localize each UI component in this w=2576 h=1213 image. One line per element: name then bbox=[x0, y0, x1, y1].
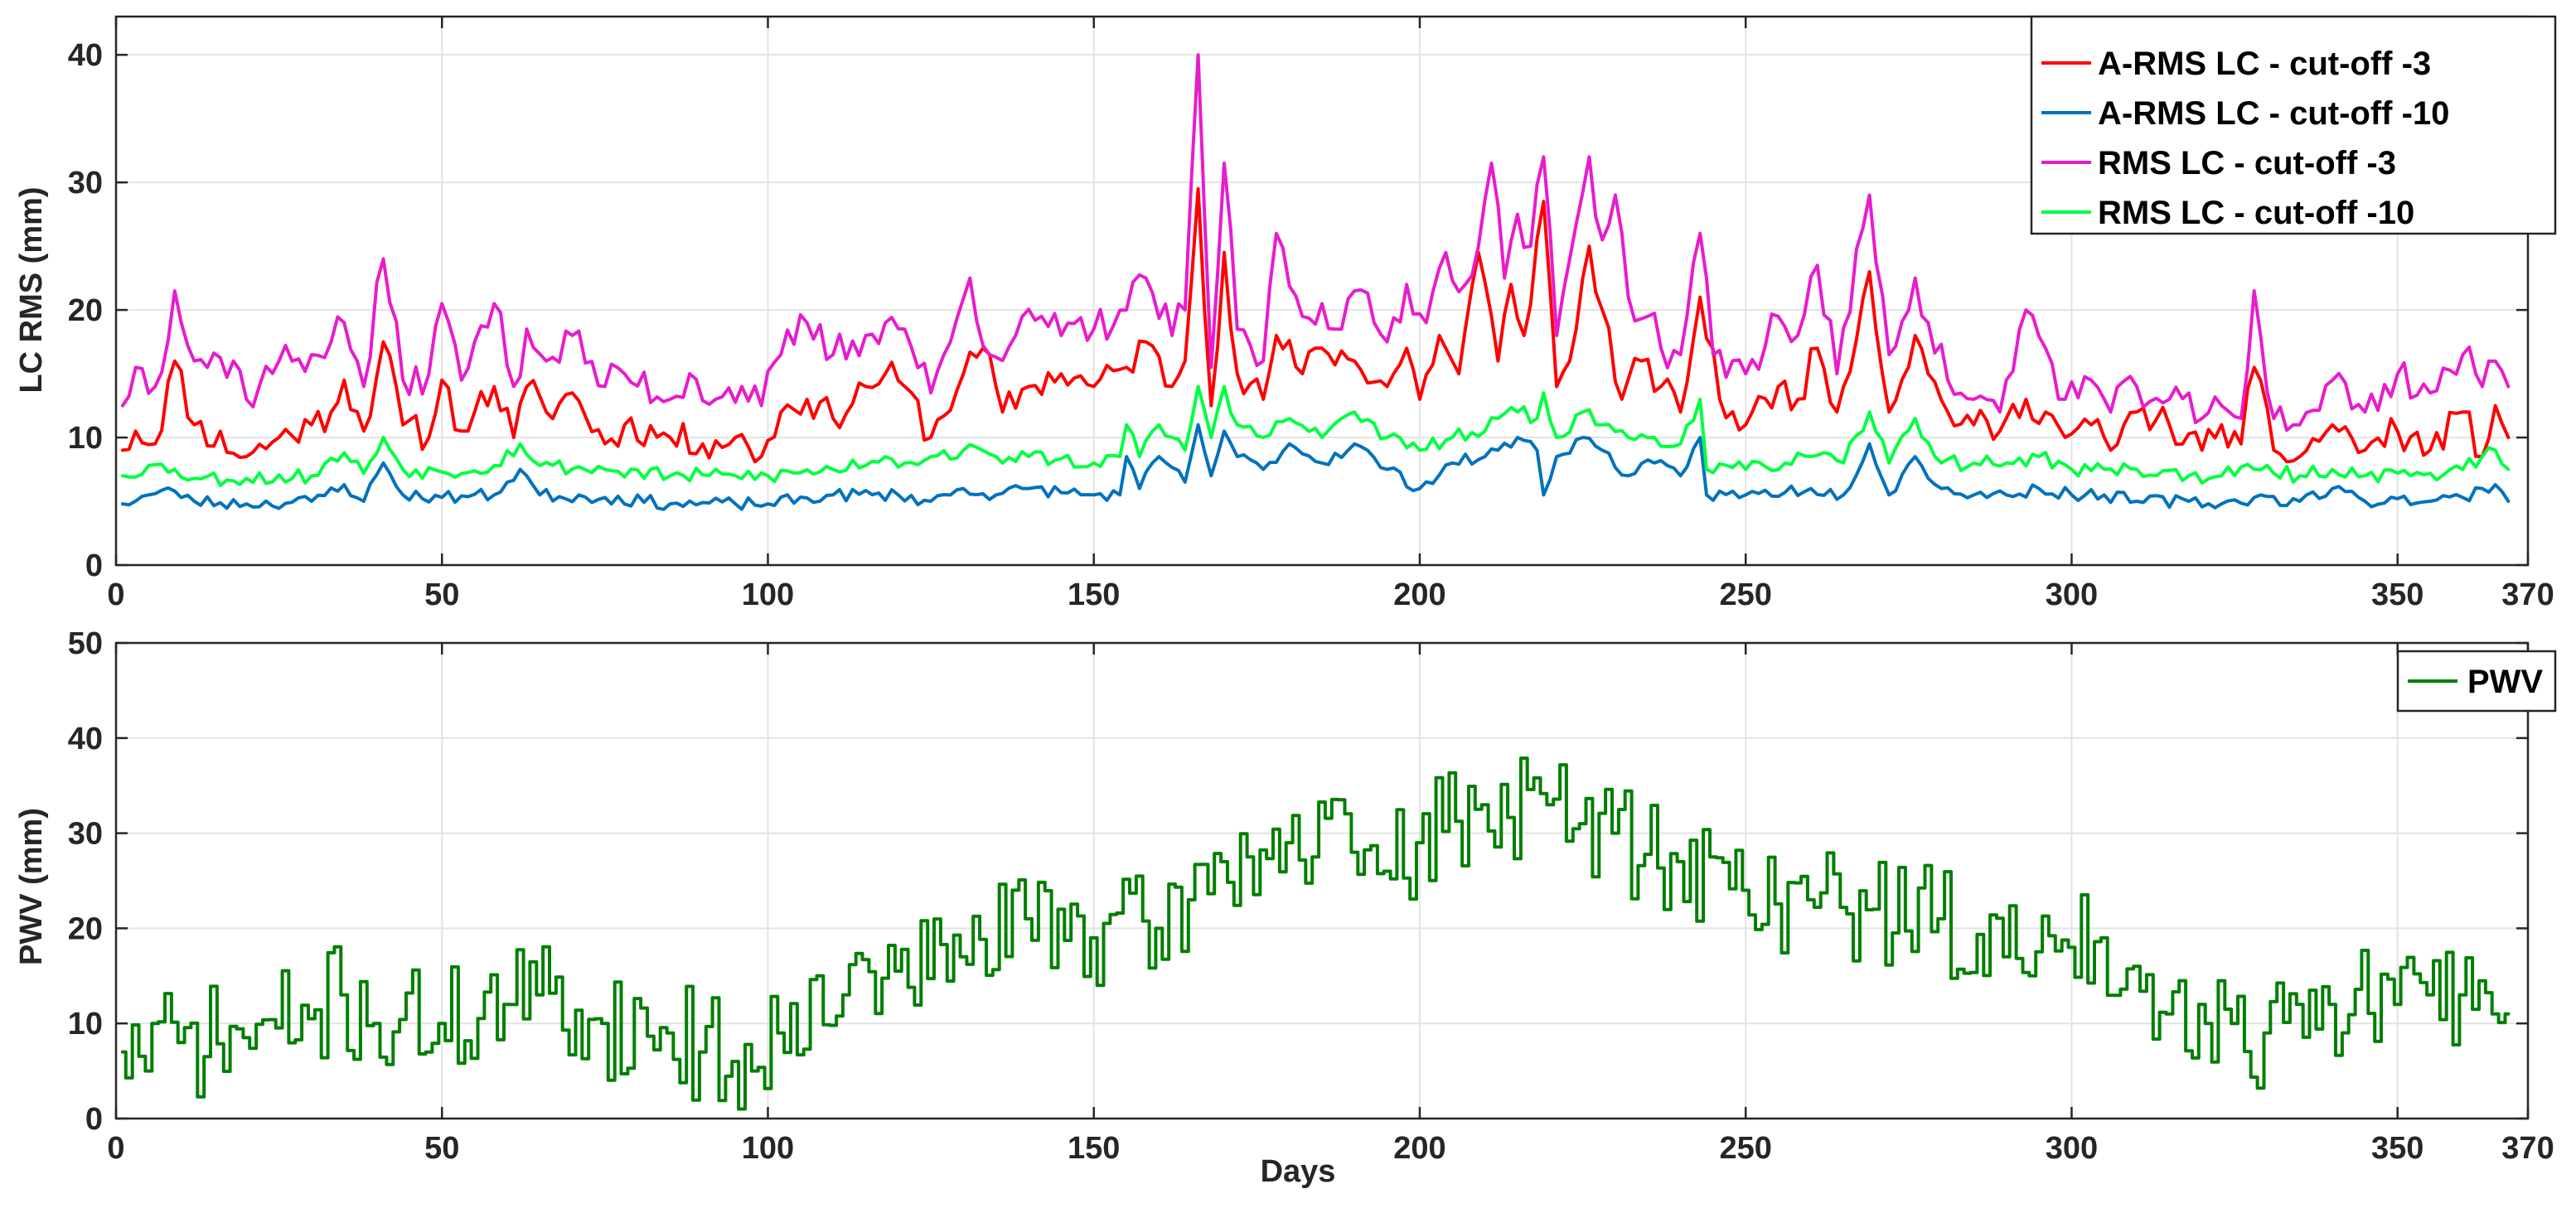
pwv-y-tick-label: 0 bbox=[85, 1102, 103, 1137]
lc-rms-series bbox=[120, 53, 2511, 511]
pwv-panel: 0 50 100 150 200 250 300 350 370 0 10 20 30 40 50 PWV … bbox=[14, 626, 2557, 1189]
lc-rms-x-tick-label: 200 bbox=[1393, 578, 1445, 612]
pwv-x-tick-label: 350 bbox=[2371, 1131, 2423, 1166]
pwv-x-axis-label: Days bbox=[1261, 1154, 1336, 1189]
pwv-y-tick-label: 10 bbox=[68, 1007, 103, 1041]
pwv-axes-box bbox=[114, 641, 2530, 1120]
lc-rms-x-tick-label: 0 bbox=[107, 578, 124, 612]
lc-rms-y-tick-label: 40 bbox=[68, 38, 103, 73]
series-line-a-rms-lc-cut-off-10 bbox=[120, 423, 2511, 511]
lc-rms-x-tick-label: 150 bbox=[1068, 578, 1120, 612]
legend-label-a-rms-lc-cut-off-3: A-RMS LC - cut-off -3 bbox=[2098, 46, 2431, 82]
lc-rms-y-tick-label: 0 bbox=[85, 549, 103, 583]
lc-rms-legend-entries: A-RMS LC - cut-off -3 A-RMS LC - cut-off … bbox=[2041, 46, 2449, 231]
pwv-x-tick-label: 300 bbox=[2046, 1131, 2098, 1166]
pwv-y-axis-label: PWV (mm) bbox=[14, 808, 49, 965]
pwv-legend-entries: PWV bbox=[2408, 664, 2543, 700]
lc-rms-x-tick-label: 250 bbox=[1720, 578, 1772, 612]
pwv-legend: PWV bbox=[2396, 650, 2557, 713]
lc-rms-x-tick-label: 100 bbox=[742, 578, 794, 612]
pwv-y-tick-label: 50 bbox=[68, 626, 103, 661]
series-line-a-rms-lc-cut-off-3 bbox=[120, 186, 2511, 464]
series-line-pwv bbox=[120, 756, 2511, 1111]
lc-rms-x-tick-label: 50 bbox=[424, 578, 459, 612]
pwv-y-tick-label: 30 bbox=[68, 817, 103, 852]
legend-label-rms-lc-cut-off-10: RMS LC - cut-off -10 bbox=[2098, 195, 2414, 231]
pwv-x-tick-label: 370 bbox=[2501, 1131, 2554, 1166]
lc-rms-legend-box bbox=[2030, 15, 2557, 235]
pwv-x-tick-label: 50 bbox=[424, 1131, 459, 1166]
lc-rms-y-tick-label: 30 bbox=[68, 166, 103, 201]
pwv-x-tick-label: 0 bbox=[107, 1131, 124, 1166]
series-line-rms-lc-cut-off-10 bbox=[120, 384, 2511, 487]
pwv-x-tick-label: 200 bbox=[1393, 1131, 1445, 1166]
lc-rms-legend: A-RMS LC - cut-off -3 A-RMS LC - cut-off … bbox=[2030, 15, 2557, 235]
pwv-x-tick-label: 150 bbox=[1068, 1131, 1120, 1166]
lc-rms-x-tick-label: 370 bbox=[2501, 578, 2554, 612]
lc-rms-axes-box bbox=[114, 15, 2530, 567]
lc-rms-x-tick-label: 300 bbox=[2046, 578, 2098, 612]
lc-rms-y-tick-label: 10 bbox=[68, 421, 103, 456]
pwv-x-tick-label: 250 bbox=[1720, 1131, 1772, 1166]
pwv-axes: 0 50 100 150 200 250 300 350 370 0 10 20 30 40 50 bbox=[68, 626, 2554, 1166]
pwv-x-tick-label: 100 bbox=[742, 1131, 794, 1166]
lc-rms-x-tick-label: 350 bbox=[2371, 578, 2423, 612]
legend-label-pwv: PWV bbox=[2467, 664, 2543, 700]
lc-rms-axes: 0 50 100 150 200 250 300 350 370 0 10 20 30 40 bbox=[68, 15, 2554, 612]
legend-label-rms-lc-cut-off-3: RMS LC - cut-off -3 bbox=[2098, 145, 2396, 181]
legend-label-a-rms-lc-cut-off-10: A-RMS LC - cut-off -10 bbox=[2098, 95, 2449, 132]
pwv-y-tick-label: 20 bbox=[68, 911, 103, 946]
series-line-rms-lc-cut-off-3 bbox=[120, 53, 2511, 433]
lc-rms-y-axis-label: LC RMS (mm) bbox=[14, 186, 49, 393]
lc-rms-y-tick-label: 20 bbox=[68, 293, 103, 328]
lc-rms-panel: 0 50 100 150 200 250 300 350 370 0 10 20 30 40 LC RMS… bbox=[14, 15, 2557, 612]
pwv-y-tick-label: 40 bbox=[68, 722, 103, 756]
pwv-series bbox=[120, 756, 2511, 1111]
